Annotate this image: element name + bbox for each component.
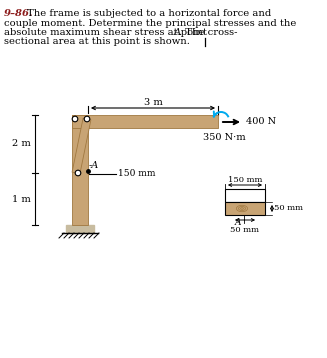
Bar: [72, 115, 218, 128]
Text: 150 mm: 150 mm: [118, 169, 156, 179]
Text: . The cross-: . The cross-: [179, 28, 237, 37]
Text: 3 m: 3 m: [144, 98, 163, 107]
Bar: [72, 118, 91, 174]
Text: 50 mm: 50 mm: [274, 204, 303, 213]
Bar: [225, 189, 265, 202]
Text: absolute maximum shear stress at point: absolute maximum shear stress at point: [4, 28, 210, 37]
Text: 1 m: 1 m: [12, 194, 31, 203]
Text: sectional area at this point is shown.: sectional area at this point is shown.: [4, 38, 190, 47]
Text: The frame is subjected to a horizontal force and: The frame is subjected to a horizontal f…: [27, 9, 271, 18]
Text: 50 mm: 50 mm: [231, 226, 260, 234]
Circle shape: [84, 116, 90, 122]
Text: A: A: [235, 218, 241, 227]
Text: 2 m: 2 m: [12, 140, 31, 149]
Circle shape: [72, 116, 78, 122]
Text: 400 N: 400 N: [246, 117, 276, 126]
Circle shape: [75, 170, 81, 176]
Text: 350 N·m: 350 N·m: [203, 133, 245, 142]
Text: couple moment. Determine the principal stresses and the: couple moment. Determine the principal s…: [4, 19, 296, 28]
Text: 150 mm: 150 mm: [228, 176, 262, 184]
Bar: [225, 202, 265, 215]
Bar: [72, 115, 88, 225]
Text: A: A: [174, 28, 181, 37]
Bar: [66, 225, 94, 233]
Text: 9–86.: 9–86.: [4, 9, 33, 18]
Text: -A: -A: [89, 161, 99, 170]
